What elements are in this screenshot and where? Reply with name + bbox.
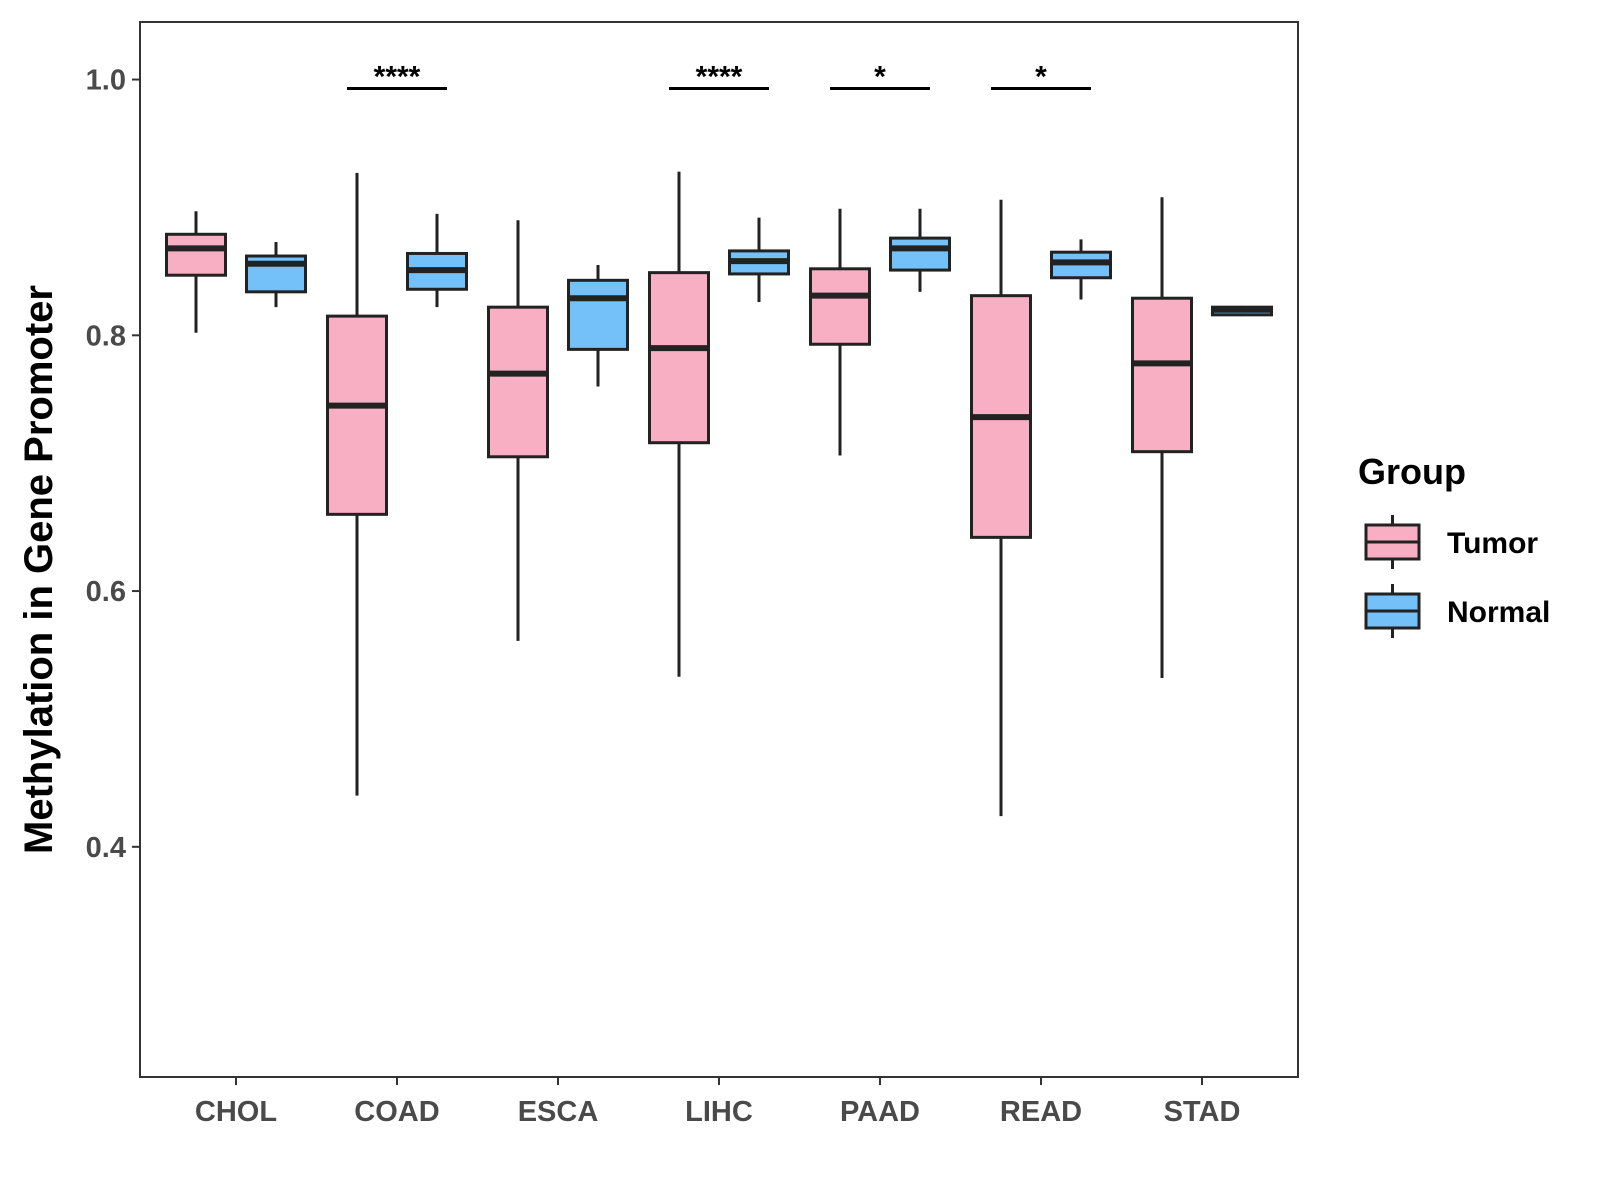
x-tick-label: STAD	[1164, 1096, 1241, 1128]
box-chol-normal	[245, 241, 307, 308]
box-stad-normal	[1211, 305, 1273, 317]
box-paad-normal	[889, 208, 951, 292]
x-axis: CHOL COAD ESCA LIHC PAAD READ STAD	[195, 1077, 1240, 1128]
box-chol-tumor	[165, 211, 227, 333]
x-tick-label: PAAD	[840, 1096, 920, 1128]
box-stad-tumor	[1131, 197, 1193, 679]
x-tick-label: READ	[1000, 1096, 1082, 1128]
box-lihc-tumor	[648, 171, 710, 677]
y-tick-label: 0.6	[86, 576, 126, 608]
box-coad-normal	[406, 213, 468, 308]
legend: Group Tumor Normal	[1358, 451, 1550, 638]
box-body	[889, 236, 951, 272]
box-esca-normal	[567, 264, 629, 387]
legend-label: Normal	[1447, 596, 1550, 629]
box-body	[567, 278, 629, 351]
legend-label: Tumor	[1447, 527, 1538, 560]
y-axis: 0.4 0.6 0.8 1.0	[86, 65, 140, 864]
y-axis-title: Methylation in Gene Promoter	[17, 285, 61, 854]
box-read-tumor	[970, 199, 1032, 817]
box-lihc-normal	[728, 217, 790, 303]
legend-title: Group	[1358, 451, 1466, 492]
box-body	[165, 232, 227, 277]
y-tick-label: 1.0	[86, 65, 126, 97]
box-series-group	[165, 171, 1273, 817]
x-tick-label: ESCA	[518, 1096, 599, 1128]
box-read-normal	[1050, 239, 1112, 300]
box-body	[326, 314, 388, 516]
y-tick-label: 0.4	[86, 832, 126, 864]
box-esca-tumor	[487, 220, 549, 641]
significance-label: *	[1035, 60, 1047, 93]
significance-label: ****	[374, 60, 421, 93]
significance-group: **** **** * *	[347, 60, 1091, 93]
x-tick-label: CHOL	[195, 1096, 277, 1128]
x-tick-label: LIHC	[685, 1096, 753, 1128]
legend-key-normal	[1364, 584, 1421, 638]
series-tumor	[165, 171, 1193, 817]
significance-label: ****	[696, 60, 743, 93]
legend-key-tumor	[1364, 515, 1421, 569]
box-coad-tumor	[326, 172, 388, 796]
box-body	[1131, 296, 1193, 454]
box-body	[487, 305, 549, 459]
x-tick-label: COAD	[354, 1096, 439, 1128]
box-body	[648, 271, 710, 445]
y-tick-label: 0.8	[86, 320, 126, 352]
significance-label: *	[874, 60, 886, 93]
box-paad-tumor	[809, 208, 871, 456]
box-body	[809, 267, 871, 346]
series-normal	[245, 208, 1273, 387]
